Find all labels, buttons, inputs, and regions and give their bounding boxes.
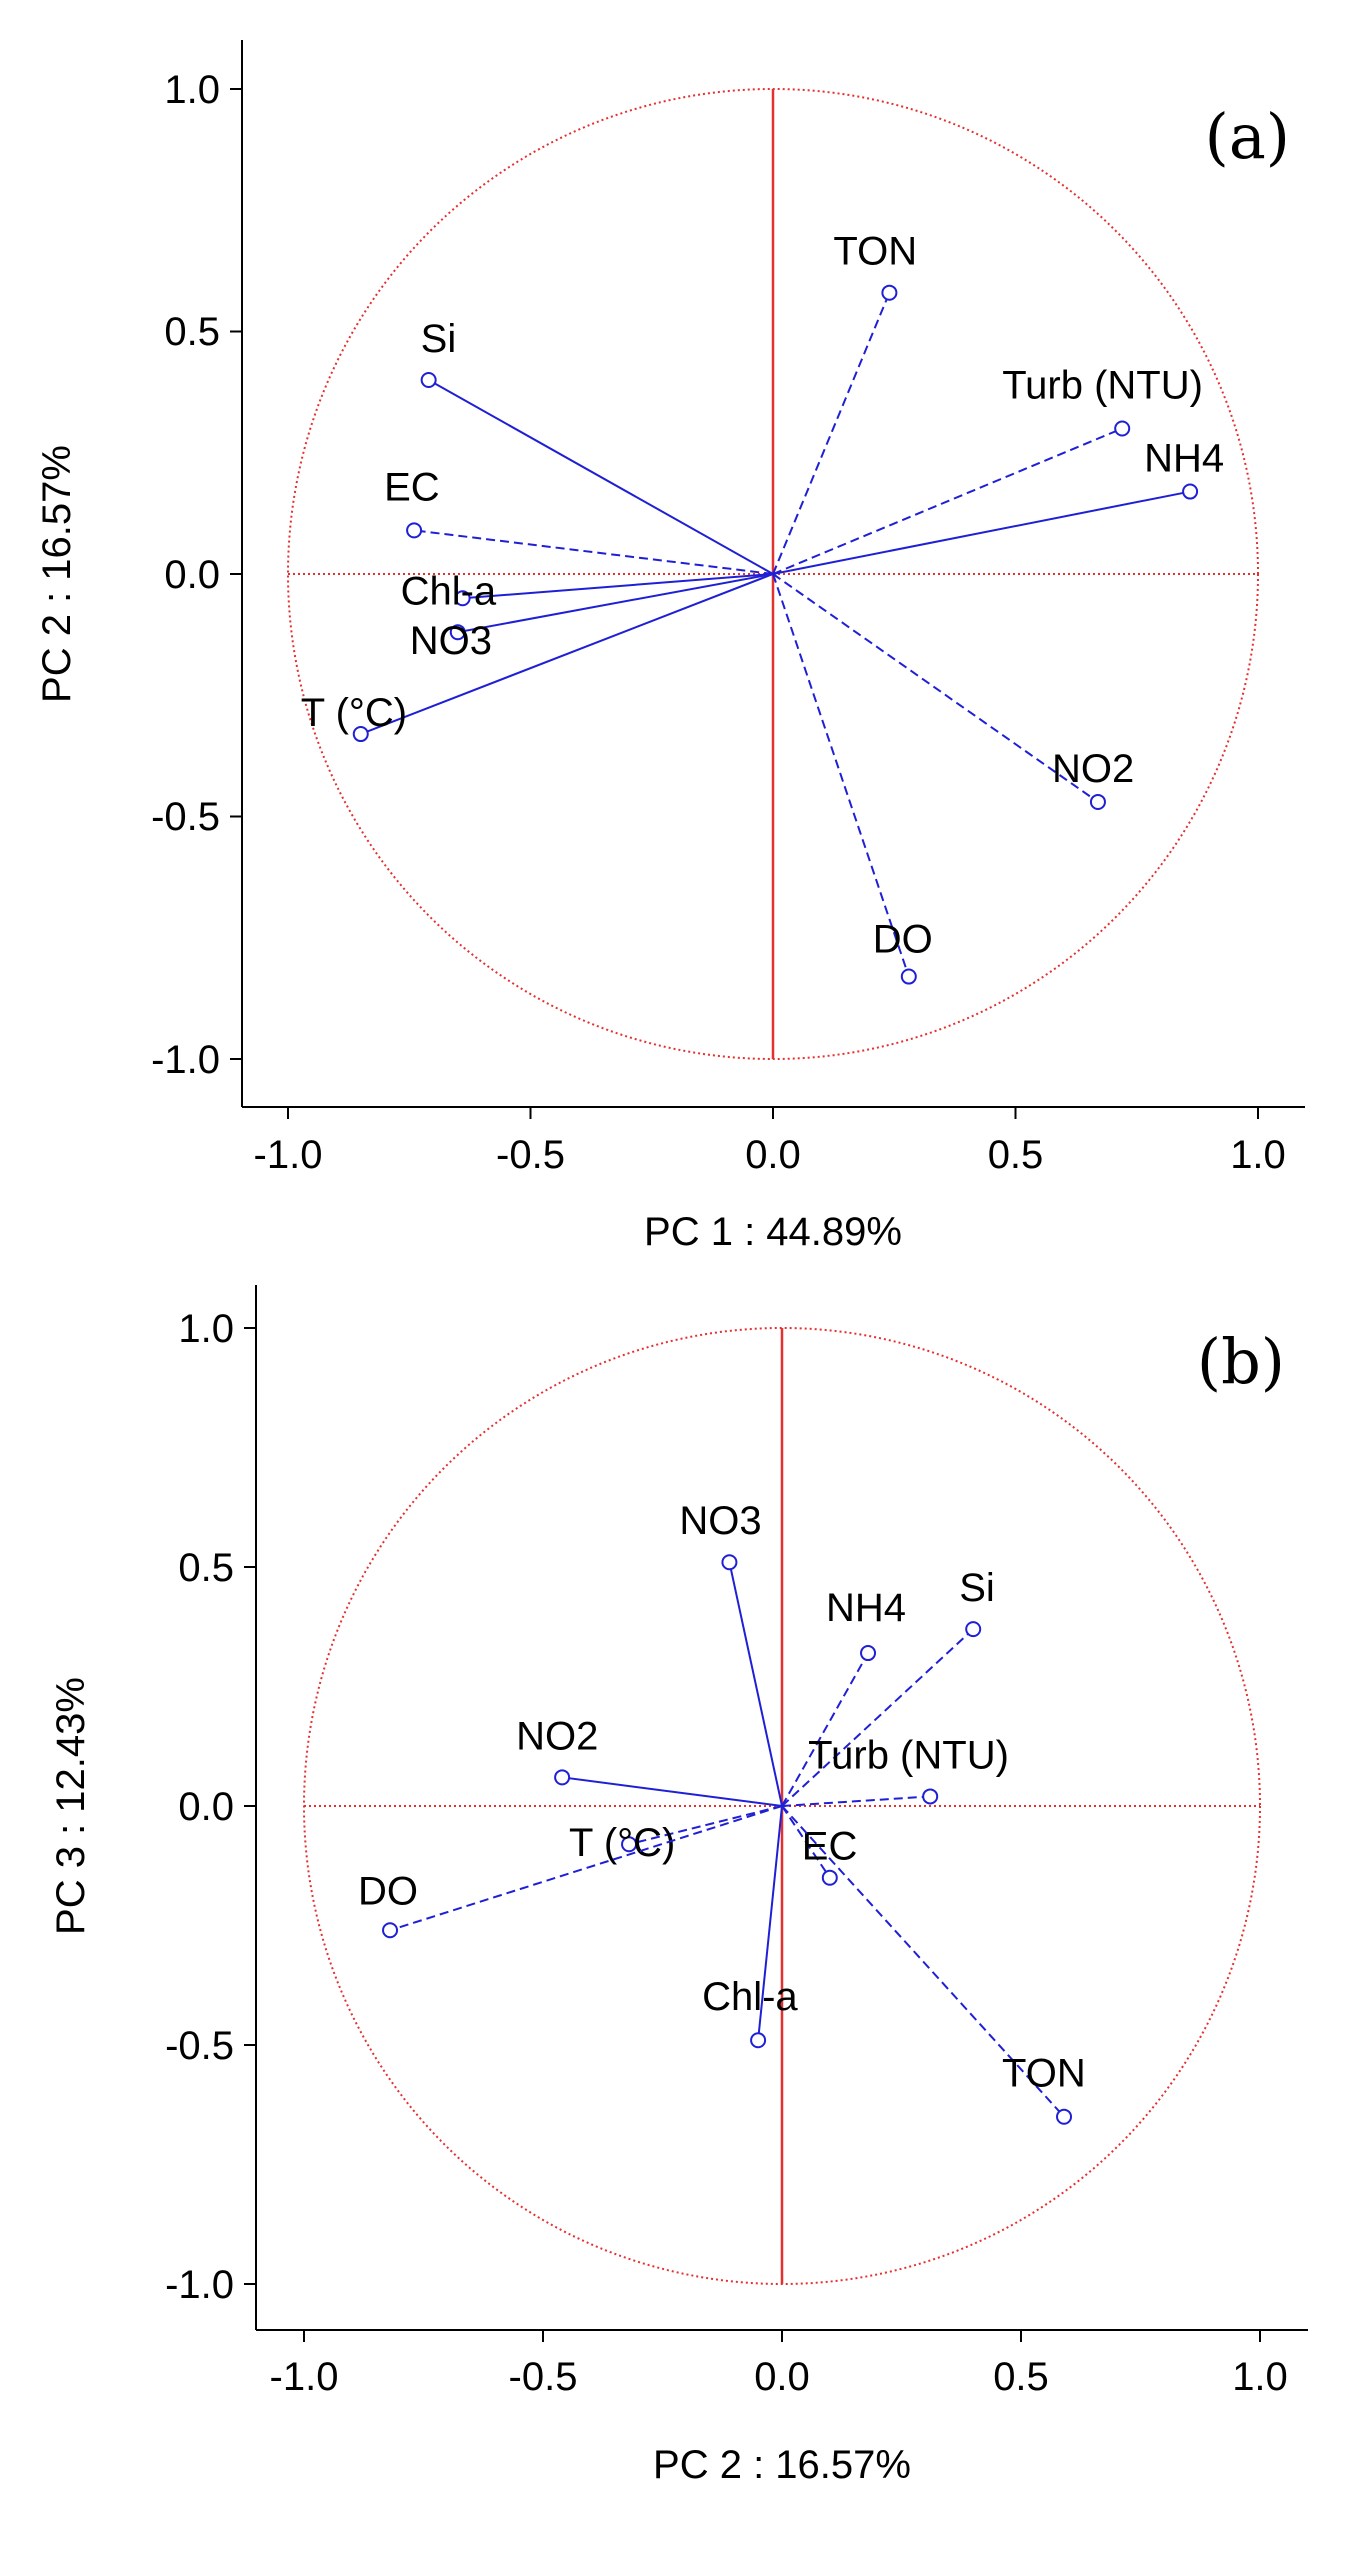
variable-label: NO3	[679, 1499, 761, 1543]
loading-vector	[457, 573, 774, 634]
x-tick-label: -0.5	[496, 1133, 565, 1177]
variable-label: T (°C)	[569, 1821, 675, 1865]
loading-point	[406, 522, 423, 539]
loading-vector	[781, 1805, 831, 1879]
loading-vector	[772, 573, 1099, 803]
variable-label: Si	[421, 317, 457, 361]
loading-point	[420, 372, 437, 388]
variable-label: EC	[384, 465, 440, 509]
variable-label: NO2	[1052, 747, 1134, 791]
panel-label: (a)	[1205, 100, 1290, 173]
x-tick-label: 0.5	[993, 2355, 1049, 2399]
panel-label: (b)	[1197, 1325, 1285, 1398]
variable-label: DO	[358, 1869, 418, 1913]
loading-point	[449, 624, 466, 641]
x-tick-label: 0.0	[745, 1133, 801, 1177]
loading-vector	[781, 1628, 974, 1807]
loading-point	[1089, 793, 1106, 810]
loading-point	[750, 2032, 767, 2049]
variable-label: NH4	[826, 1586, 906, 1630]
y-ticks: 1.0 0.5 0.0 -0.5 -1.0	[165, 1307, 256, 2307]
y-tick-label: 0.0	[178, 1785, 234, 1829]
x-ticks: -1.0 -0.5 0.0 0.5 1.0	[254, 1107, 1286, 1177]
loading-vector	[781, 1652, 869, 1807]
y-tick-label: 0.0	[164, 553, 220, 597]
loading-point	[352, 726, 369, 743]
x-ticks: -1.0 -0.5 0.0 0.5 1.0	[270, 2330, 1288, 2399]
loading-vector	[413, 529, 774, 575]
y-tick-label: 0.5	[178, 1546, 234, 1590]
variable-label: NO3	[410, 619, 492, 663]
vectors-b: NO3 NH4 Si NO2 Turb (NTU) T (°C) EC DO Chl-a TON	[358, 1499, 1086, 2125]
loading-point	[721, 1554, 738, 1571]
loading-point	[922, 1788, 939, 1805]
variable-label: TON	[1002, 2052, 1086, 2096]
loading-point	[621, 1836, 638, 1853]
loading-point	[382, 1922, 399, 1939]
loading-point	[821, 1869, 838, 1886]
y-tick-label: 1.0	[178, 1307, 234, 1351]
y-tick-label: -1.0	[165, 2263, 234, 2307]
variable-label: Chl-a	[401, 569, 497, 613]
loading-vector	[772, 490, 1191, 575]
x-tick-label: -1.0	[254, 1133, 323, 1177]
loading-vector	[757, 1805, 783, 2041]
variable-label: Chl-a	[702, 1975, 798, 2019]
variable-label: Turb (NTU)	[1002, 364, 1203, 408]
loading-point	[554, 1769, 571, 1786]
loading-vector	[781, 1795, 931, 1807]
loading-vector	[772, 292, 891, 575]
loading-vector	[772, 573, 910, 977]
loading-point	[454, 590, 471, 607]
x-tick-label: 0.0	[754, 2355, 810, 2399]
variable-label: T (°C)	[301, 691, 407, 735]
loading-vector	[389, 1805, 783, 1932]
y-axis-title: PC 2 : 16.57%	[35, 445, 79, 703]
variable-label: NO2	[516, 1714, 598, 1758]
loading-vector	[360, 573, 774, 735]
y-axis-title: PC 3 : 12.43%	[49, 1677, 93, 1935]
loading-vector	[462, 573, 774, 600]
loading-vector	[772, 427, 1123, 575]
loading-vector	[561, 1776, 783, 1807]
loading-vector	[728, 1562, 783, 1807]
x-tick-label: -0.5	[509, 2355, 578, 2399]
x-tick-label: 1.0	[1230, 1133, 1286, 1177]
loading-point	[1182, 483, 1199, 500]
loading-point	[900, 968, 917, 985]
loading-point	[1114, 420, 1131, 437]
x-tick-label: 1.0	[1232, 2355, 1288, 2399]
loading-vector	[428, 379, 774, 575]
y-tick-label: 0.5	[164, 310, 220, 354]
loading-point	[860, 1645, 877, 1662]
loading-point	[881, 284, 898, 301]
variable-label: Si	[959, 1566, 995, 1610]
x-tick-label: 0.5	[988, 1133, 1044, 1177]
loading-point	[965, 1621, 982, 1638]
y-tick-label: -0.5	[151, 795, 220, 839]
y-tick-label: 1.0	[164, 68, 220, 112]
y-tick-label: -0.5	[165, 2024, 234, 2068]
x-axis-title: PC 2 : 16.57%	[653, 2443, 911, 2487]
loading-vector	[628, 1805, 783, 1846]
variable-label: Turb (NTU)	[808, 1733, 1009, 1777]
variable-label: TON	[833, 230, 917, 274]
loading-point	[1056, 2108, 1073, 2125]
x-tick-label: -1.0	[270, 2355, 339, 2399]
variable-label: NH4	[1144, 437, 1224, 481]
y-ticks: 1.0 0.5 0.0 -0.5 -1.0	[151, 68, 242, 1082]
x-axis-title: PC 1 : 44.89%	[644, 1210, 902, 1254]
y-tick-label: -1.0	[151, 1038, 220, 1082]
variable-label: EC	[802, 1825, 858, 1869]
variable-label: DO	[873, 918, 933, 962]
